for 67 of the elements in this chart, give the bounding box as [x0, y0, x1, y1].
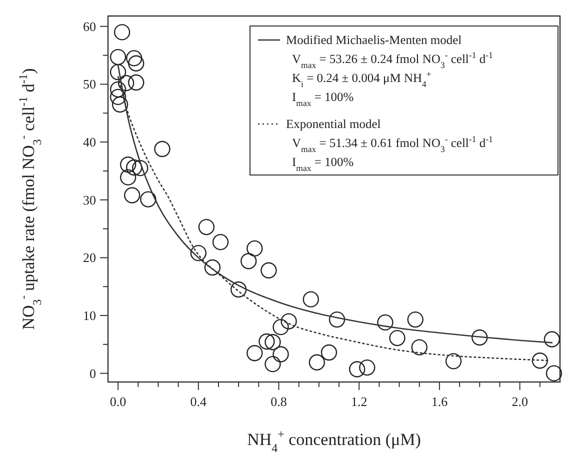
point	[544, 331, 560, 348]
point	[472, 329, 488, 346]
point	[124, 187, 140, 204]
point	[389, 330, 406, 346]
point	[110, 64, 126, 80]
point	[126, 50, 142, 66]
x-tick-label: 1.2	[350, 394, 368, 409]
point	[445, 353, 462, 370]
annotation: I$_{max}$ = 100%	[292, 155, 354, 173]
x-tick-label: 1.6	[431, 394, 448, 409]
point	[246, 240, 263, 257]
point	[190, 244, 206, 262]
point	[546, 365, 562, 382]
point	[407, 311, 424, 328]
point	[132, 160, 148, 176]
x-tick-label: 0.4	[190, 394, 208, 409]
legend-label: Exponential model	[286, 117, 382, 131]
point	[154, 140, 170, 158]
point	[128, 55, 144, 72]
annotation: I$_{max}$ = 100%	[292, 90, 354, 108]
point	[110, 88, 126, 106]
point	[377, 314, 394, 331]
point	[118, 74, 134, 92]
y-tick-label: 20	[83, 250, 96, 266]
point	[264, 356, 281, 372]
point	[112, 96, 128, 113]
point	[258, 333, 275, 350]
point	[532, 352, 548, 369]
point	[204, 259, 221, 276]
y-tick-label: 30	[83, 192, 96, 208]
point	[110, 81, 126, 98]
point	[411, 339, 428, 356]
point	[272, 346, 289, 362]
point	[230, 281, 247, 298]
point	[110, 48, 126, 66]
text: V$_{max}$ = 53.26 ± 0.24 fmol NO$_{3}$$^{-}$ cell$^{-1}$ d$^{-1}$	[292, 50, 493, 70]
y-tick-label: 0	[90, 366, 96, 381]
point	[240, 253, 257, 270]
y-tick-label: 50	[83, 76, 96, 92]
point	[320, 344, 338, 361]
point	[264, 334, 281, 350]
y-tick-label: 60	[83, 18, 96, 34]
x-tick-label: 0.8	[270, 394, 287, 409]
legend-label: Modified Michaelis-Menten model	[286, 33, 462, 47]
point	[128, 74, 144, 91]
y-tick-label: 10	[83, 308, 96, 324]
point	[359, 359, 376, 376]
text: V$_{max}$ = 51.34 ± 0.61 fmol NO$_{3}$$^{-}$ cell$^{-1}$ d$^{-1}$	[292, 134, 493, 154]
x-tick-label: 0.0	[110, 394, 126, 409]
point	[140, 191, 156, 208]
point	[308, 354, 326, 370]
y-tick-label: 40	[83, 134, 96, 150]
point	[272, 318, 289, 336]
x-tick-label: 2.0	[512, 394, 528, 409]
point	[246, 344, 263, 362]
point	[280, 313, 297, 330]
x-axis-title: NH$_{4}$$^{+}$ concentration (μM)	[247, 427, 421, 455]
point	[120, 169, 136, 186]
point	[302, 291, 319, 308]
point	[120, 156, 136, 173]
point	[126, 159, 142, 176]
point	[114, 24, 130, 40]
point	[198, 218, 215, 236]
point	[212, 234, 229, 250]
point	[349, 361, 366, 378]
point	[328, 311, 346, 328]
point	[260, 262, 277, 279]
